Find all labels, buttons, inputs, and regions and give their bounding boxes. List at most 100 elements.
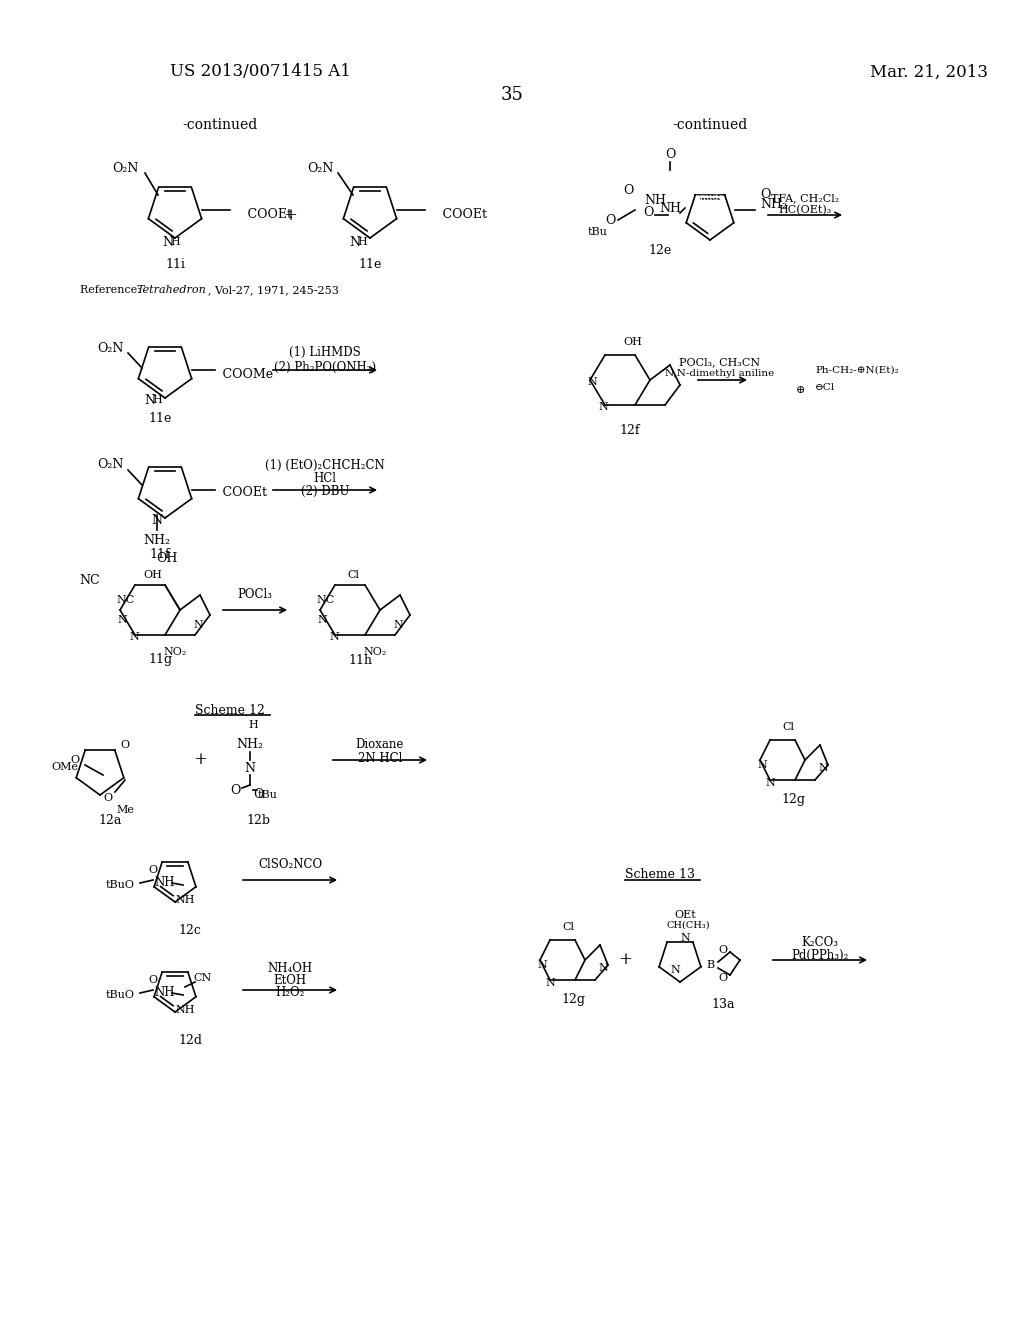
- Text: Mar. 21, 2013: Mar. 21, 2013: [870, 63, 988, 81]
- Text: 12c: 12c: [178, 924, 202, 936]
- Text: ⊖Cl: ⊖Cl: [815, 384, 836, 392]
- Text: 11i: 11i: [165, 259, 185, 272]
- Text: 12b: 12b: [246, 813, 270, 826]
- Text: -continued: -continued: [182, 117, 258, 132]
- Text: 35: 35: [501, 86, 523, 104]
- Text: US 2013/0071415 A1: US 2013/0071415 A1: [170, 63, 351, 81]
- Text: NH₄OH: NH₄OH: [267, 961, 312, 974]
- Text: NC: NC: [80, 573, 100, 586]
- Text: HCl: HCl: [313, 471, 337, 484]
- Text: N: N: [129, 632, 139, 642]
- Text: Me: Me: [116, 805, 134, 814]
- Text: tBu: tBu: [588, 227, 608, 238]
- Text: O: O: [121, 741, 130, 750]
- Text: 12d: 12d: [178, 1034, 202, 1047]
- Text: N: N: [587, 378, 597, 387]
- Text: N: N: [245, 762, 256, 775]
- Text: NH: NH: [155, 876, 175, 890]
- Text: O₂N: O₂N: [112, 161, 138, 174]
- Text: +: +: [283, 206, 297, 223]
- Text: NH: NH: [175, 895, 195, 906]
- Text: NH: NH: [175, 1005, 195, 1015]
- Text: tBuO: tBuO: [105, 880, 134, 890]
- Text: N: N: [538, 960, 547, 970]
- Text: O: O: [148, 865, 158, 875]
- Text: N: N: [194, 620, 203, 630]
- Text: Cl: Cl: [562, 921, 574, 932]
- Text: CH(CH₃): CH(CH₃): [667, 920, 710, 929]
- Text: O: O: [71, 755, 80, 766]
- Text: +: +: [194, 751, 207, 768]
- Text: (1) (EtO)₂CHCH₂CN: (1) (EtO)₂CHCH₂CN: [265, 458, 385, 471]
- Text: 12e: 12e: [648, 243, 672, 256]
- Text: CN: CN: [194, 973, 212, 983]
- Text: Scheme 13: Scheme 13: [625, 869, 695, 882]
- Text: 11f: 11f: [150, 549, 170, 561]
- Text: N: N: [393, 620, 402, 630]
- Text: EtOH: EtOH: [273, 974, 306, 986]
- Text: 11e: 11e: [358, 259, 382, 272]
- Text: H₂O₂: H₂O₂: [275, 986, 305, 998]
- Text: Cl: Cl: [347, 570, 359, 579]
- Text: N: N: [152, 513, 163, 527]
- Text: NH₂: NH₂: [237, 738, 263, 751]
- Text: O: O: [103, 793, 113, 803]
- Text: OEt: OEt: [674, 909, 696, 920]
- Text: Ph-CH₂-⊕N(Et)₂: Ph-CH₂-⊕N(Et)₂: [815, 366, 899, 375]
- Text: (2) DBU: (2) DBU: [301, 484, 349, 498]
- Text: NH₂: NH₂: [760, 198, 787, 211]
- Text: O: O: [760, 189, 770, 202]
- Text: 12a: 12a: [98, 813, 122, 826]
- Text: N: N: [670, 965, 680, 975]
- Text: NC: NC: [316, 595, 335, 605]
- Text: K₂CO₃: K₂CO₃: [802, 936, 839, 949]
- Text: 12g: 12g: [561, 994, 585, 1006]
- Text: N: N: [545, 978, 555, 987]
- Text: 12g: 12g: [781, 793, 805, 807]
- Text: N: N: [680, 933, 690, 942]
- Text: NH₂: NH₂: [143, 533, 171, 546]
- Text: OH: OH: [157, 552, 178, 565]
- Text: O: O: [623, 183, 633, 197]
- Text: O: O: [229, 784, 241, 796]
- Text: OMe: OMe: [51, 762, 79, 772]
- Text: 11g: 11g: [147, 653, 172, 667]
- Text: -continued: -continued: [673, 117, 748, 132]
- Text: 2N HCl: 2N HCl: [357, 751, 402, 764]
- Text: O₂N: O₂N: [97, 342, 123, 355]
- Text: COOMe: COOMe: [220, 368, 273, 381]
- Text: N: N: [329, 632, 339, 642]
- Text: NO₂: NO₂: [364, 647, 387, 657]
- Text: N: N: [144, 393, 156, 407]
- Text: NC: NC: [117, 595, 135, 605]
- Text: O: O: [643, 206, 653, 219]
- Text: 13a: 13a: [712, 998, 735, 1011]
- Text: 12f: 12f: [620, 424, 640, 437]
- Text: tBuO: tBuO: [105, 990, 134, 1001]
- Text: N: N: [163, 235, 173, 248]
- Text: (1) LiHMDS: (1) LiHMDS: [289, 346, 360, 359]
- Text: TFA, CH₂Cl₂: TFA, CH₂Cl₂: [771, 193, 839, 203]
- Text: N: N: [818, 763, 827, 774]
- Text: NH: NH: [155, 986, 175, 999]
- Text: N: N: [765, 777, 775, 788]
- Text: O: O: [719, 973, 728, 983]
- Text: Scheme 12: Scheme 12: [195, 704, 265, 717]
- Text: H: H: [153, 395, 162, 405]
- Text: tBu: tBu: [258, 789, 278, 800]
- Text: Reference:: Reference:: [80, 285, 144, 294]
- Text: B: B: [706, 960, 714, 970]
- Text: O: O: [719, 945, 728, 954]
- Text: , Vol-27, 1971, 245-253: , Vol-27, 1971, 245-253: [208, 285, 339, 294]
- Text: O: O: [665, 149, 675, 161]
- Text: +: +: [618, 952, 632, 969]
- Text: ⊕: ⊕: [796, 385, 805, 395]
- Text: N: N: [349, 235, 360, 248]
- Text: HC(OEt)₃: HC(OEt)₃: [778, 205, 831, 215]
- Text: 11h: 11h: [348, 653, 372, 667]
- Text: N: N: [757, 760, 767, 770]
- Text: POCl₃, CH₃CN: POCl₃, CH₃CN: [680, 356, 761, 367]
- Text: O₂N: O₂N: [97, 458, 123, 471]
- Text: POCl₃: POCl₃: [238, 589, 272, 602]
- Text: N: N: [117, 615, 127, 624]
